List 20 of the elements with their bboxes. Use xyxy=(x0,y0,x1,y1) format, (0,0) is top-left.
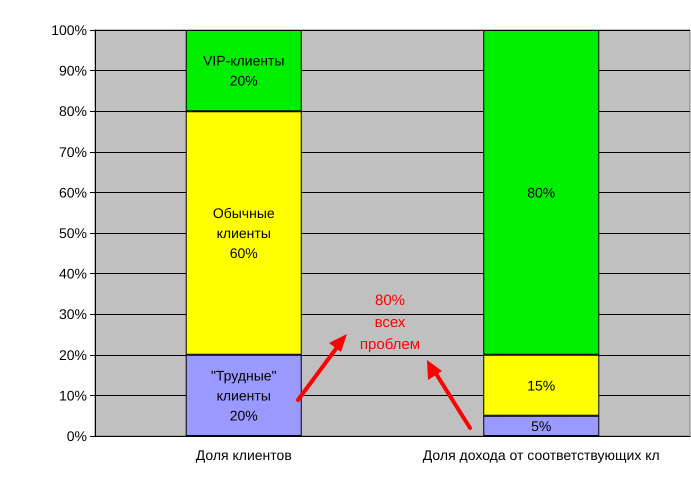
y-tick-label: 70% xyxy=(58,144,87,160)
data-label: VIP-клиенты 20% xyxy=(203,52,284,89)
y-tick-label: 100% xyxy=(51,22,87,38)
y-tick-label: 0% xyxy=(66,428,87,444)
y-tick-label: 90% xyxy=(58,62,87,79)
data-label: 80% xyxy=(527,184,556,200)
data-label: 15% xyxy=(527,377,556,394)
y-tick-label: 10% xyxy=(58,387,87,404)
y-tick-label: 80% xyxy=(58,103,87,120)
data-label: 5% xyxy=(531,418,552,434)
data-label: "Трудные" клиенты 20% xyxy=(210,367,277,424)
y-tick-label: 20% xyxy=(58,346,87,363)
y-tick-label: 40% xyxy=(58,266,87,282)
x-tick-label: Доля дохода от соответствующих кл xyxy=(422,447,660,463)
y-tick-label: 60% xyxy=(58,184,87,200)
y-tick-label: 50% xyxy=(58,225,87,241)
y-tick-label: 30% xyxy=(58,306,87,322)
data-label: Обычные клиенты 60% xyxy=(212,205,275,261)
x-tick-label: Доля клиентов xyxy=(196,447,292,463)
annotation: 80% всех проблем xyxy=(358,291,422,355)
